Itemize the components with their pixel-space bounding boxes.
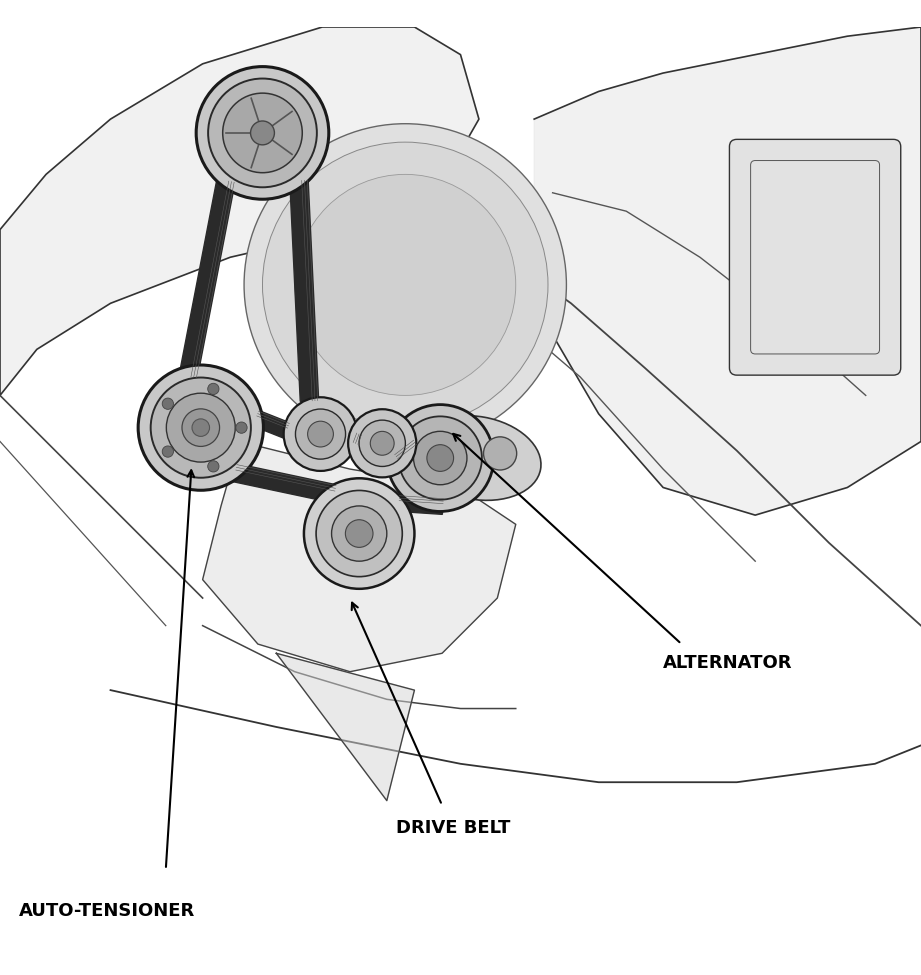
Polygon shape [276, 653, 414, 800]
Circle shape [167, 393, 235, 462]
Circle shape [332, 506, 387, 562]
FancyBboxPatch shape [729, 139, 901, 375]
Circle shape [304, 479, 414, 589]
Circle shape [162, 398, 173, 409]
Circle shape [251, 121, 274, 145]
Circle shape [262, 142, 548, 428]
Circle shape [151, 377, 251, 478]
Circle shape [348, 410, 416, 478]
Circle shape [236, 422, 247, 433]
Polygon shape [233, 464, 336, 503]
Circle shape [208, 79, 317, 187]
Polygon shape [180, 179, 235, 378]
Polygon shape [0, 27, 479, 396]
Text: ALTERNATOR: ALTERNATOR [663, 653, 793, 672]
Polygon shape [534, 27, 921, 515]
Circle shape [484, 437, 517, 470]
Circle shape [162, 446, 173, 457]
Circle shape [414, 431, 467, 485]
Circle shape [370, 431, 394, 455]
Polygon shape [344, 429, 362, 445]
Polygon shape [253, 410, 290, 438]
Polygon shape [290, 180, 319, 402]
Circle shape [426, 445, 453, 471]
Polygon shape [399, 495, 444, 515]
Text: AUTO-TENSIONER: AUTO-TENSIONER [18, 903, 194, 920]
Ellipse shape [414, 415, 541, 500]
Circle shape [182, 409, 219, 447]
Circle shape [208, 383, 219, 395]
Text: DRIVE BELT: DRIVE BELT [396, 819, 510, 838]
Polygon shape [388, 432, 417, 459]
Circle shape [308, 421, 333, 447]
Circle shape [295, 175, 516, 396]
Circle shape [399, 416, 482, 500]
Circle shape [244, 124, 566, 446]
Circle shape [359, 420, 405, 466]
Circle shape [387, 405, 494, 512]
Circle shape [196, 66, 329, 199]
Circle shape [192, 419, 210, 437]
Circle shape [223, 94, 302, 173]
Polygon shape [203, 442, 516, 672]
Circle shape [345, 520, 373, 547]
Circle shape [284, 397, 357, 471]
Circle shape [316, 490, 402, 576]
Circle shape [296, 410, 345, 459]
Circle shape [138, 365, 263, 490]
Circle shape [208, 461, 219, 472]
